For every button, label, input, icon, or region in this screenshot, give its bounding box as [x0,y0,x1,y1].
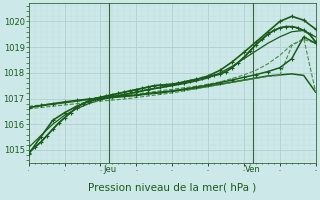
Text: Ven: Ven [245,165,261,174]
Text: Jeu: Jeu [103,165,116,174]
X-axis label: Pression niveau de la mer( hPa ): Pression niveau de la mer( hPa ) [88,183,256,193]
